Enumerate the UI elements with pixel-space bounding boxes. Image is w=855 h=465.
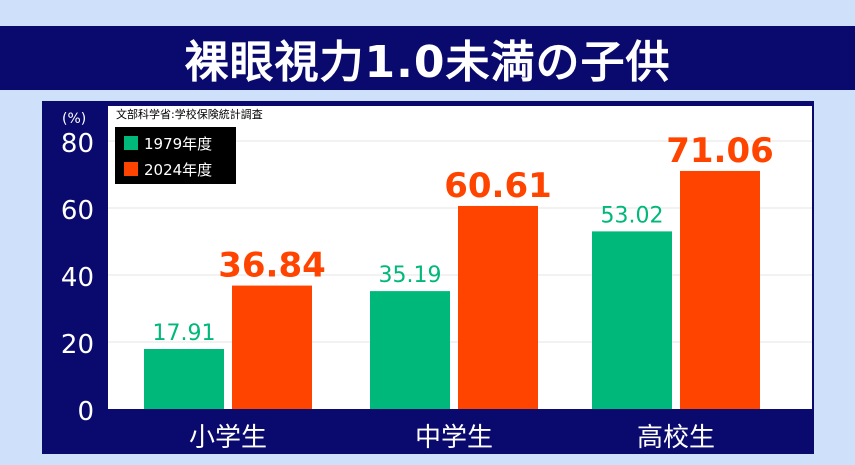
x-categories: 小学生 中学生 高校生 <box>189 423 715 453</box>
y-tick-label: 20 <box>61 330 94 360</box>
y-axis-unit: (%) <box>62 111 86 127</box>
data-labels: 17.91 36.84 35.19 60.61 53.02 71.06 <box>153 131 774 346</box>
y-tick-label: 40 <box>61 263 94 293</box>
legend-swatch-1979 <box>124 136 138 150</box>
x-category-label: 高校生 <box>637 423 715 453</box>
bar-1979-2 <box>370 291 450 409</box>
data-label: 17.91 <box>153 321 216 346</box>
data-label: 53.02 <box>601 203 664 228</box>
data-label: 36.84 <box>218 246 326 286</box>
x-category-label: 中学生 <box>415 423 493 453</box>
bar-2024-2 <box>458 205 538 409</box>
bar-1979-1 <box>144 349 224 409</box>
legend-label-1979: 1979年度 <box>144 135 212 153</box>
chart-title: 裸眼視力1.0未満の子供 <box>184 37 671 88</box>
title-banner: 裸眼視力1.0未満の子供 <box>0 26 855 90</box>
legend-swatch-2024 <box>124 162 138 176</box>
legend: 1979年度 2024年度 <box>115 127 236 184</box>
data-label: 35.19 <box>379 263 442 288</box>
y-tick-label: 0 <box>77 397 94 427</box>
y-tick-label: 80 <box>61 129 94 159</box>
data-label: 60.61 <box>444 166 552 206</box>
legend-label-2024: 2024年度 <box>144 161 212 179</box>
data-label: 71.06 <box>666 131 774 171</box>
x-category-label: 小学生 <box>189 423 267 453</box>
bars <box>144 170 760 409</box>
bar-2024-1 <box>232 285 312 409</box>
source-note: 文部科学省:学校保険統計調査 <box>116 107 263 121</box>
y-ticks: 0 20 40 60 80 <box>61 129 94 427</box>
y-tick-label: 60 <box>61 196 94 226</box>
bar-1979-3 <box>592 231 672 409</box>
bar-2024-3 <box>680 170 760 409</box>
